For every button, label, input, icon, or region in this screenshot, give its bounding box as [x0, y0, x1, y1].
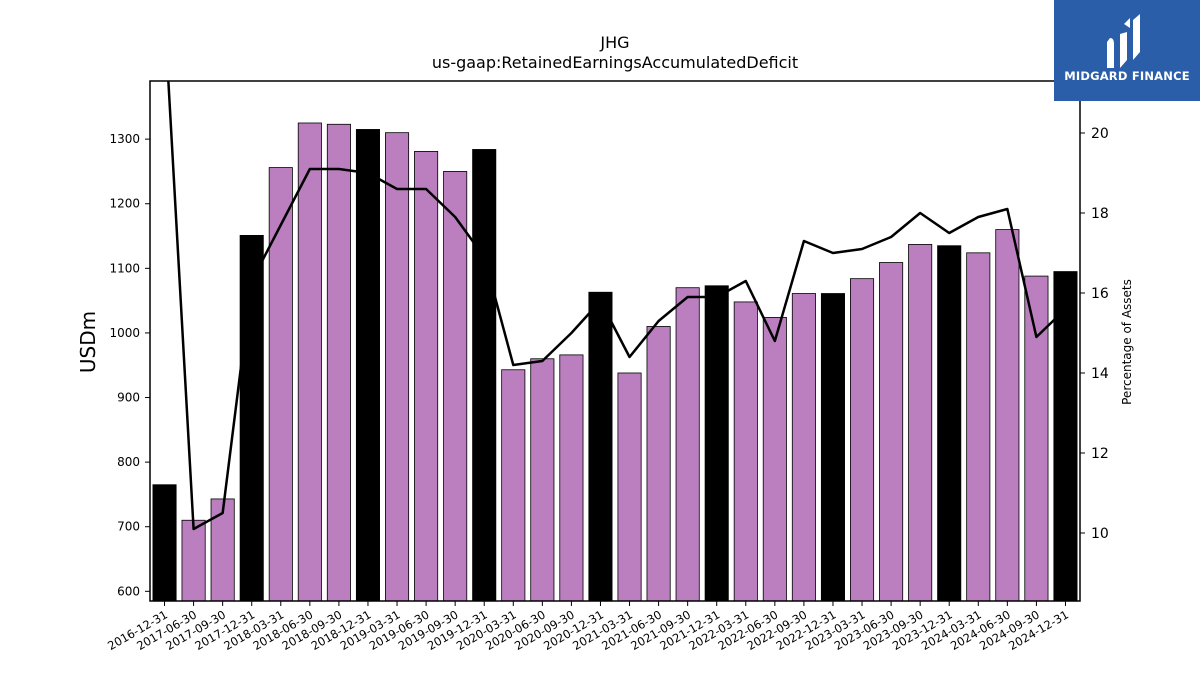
bar-2021-12-31 — [704, 285, 729, 602]
bar-2020-12-31 — [588, 291, 613, 602]
bar-2018-09-30 — [326, 123, 351, 602]
chart-title: JHG — [599, 33, 629, 52]
bar-2024-12-31 — [1053, 271, 1078, 602]
bar-2022-09-30 — [791, 293, 816, 602]
bar-2017-06-30 — [181, 519, 206, 602]
y2-tick-label: 10 — [1091, 526, 1109, 542]
y-tick-label: 1000 — [109, 326, 140, 340]
y-tick-label: 1300 — [109, 132, 140, 146]
bars-group — [152, 122, 1078, 602]
axes-group: 600 700 800 900 1000 1100 1200 1300 10 12 14 16 18 20… — [105, 80, 1109, 653]
bar-2023-09-30 — [908, 244, 933, 602]
plot-frame — [149, 80, 1081, 602]
bar-2019-09-30 — [443, 171, 468, 602]
bar-2018-12-31 — [355, 129, 380, 602]
bar-2020-06-30 — [530, 358, 555, 602]
bar-2019-03-31 — [385, 132, 410, 602]
bar-2018-06-30 — [297, 122, 322, 602]
y2-tick-label: 12 — [1091, 446, 1109, 462]
y-tick-label: 600 — [117, 584, 140, 598]
bar-2022-03-31 — [733, 301, 758, 602]
y-axis-label: USDm — [76, 311, 100, 373]
logo-text: MIDGARD FINANCE — [1064, 69, 1190, 83]
bar-2022-12-31 — [820, 293, 845, 602]
bar-2024-03-31 — [966, 252, 991, 602]
logo-mark-icon — [1107, 14, 1140, 68]
bar-2020-09-30 — [559, 354, 584, 602]
pct-line-group — [167, 81, 1067, 531]
chart-subtitle: us-gaap:RetainedEarningsAccumulatedDefic… — [432, 53, 798, 72]
bar-2018-03-31 — [268, 167, 293, 602]
y-tick-label: 1100 — [109, 261, 140, 275]
bar-2016-12-31 — [152, 484, 177, 602]
bar-2023-12-31 — [937, 245, 962, 602]
bar-2024-06-30 — [995, 229, 1020, 602]
y2-tick-label: 18 — [1091, 206, 1109, 222]
bar-2019-12-31 — [472, 149, 497, 602]
bar-2021-06-30 — [646, 326, 671, 602]
brand-logo: MIDGARD FINANCE — [1054, 0, 1200, 101]
pct-of-assets-line — [167, 81, 1067, 531]
y2-tick-label: 20 — [1091, 126, 1109, 142]
y2-tick-label: 14 — [1091, 366, 1109, 382]
bar-2023-03-31 — [850, 278, 875, 602]
y2-axis-label: Percentage of Assets — [1120, 279, 1134, 405]
y-tick-label: 700 — [117, 520, 140, 534]
bar-2020-03-31 — [501, 369, 526, 602]
bar-2019-06-30 — [414, 151, 439, 602]
y-tick-label: 1200 — [109, 197, 140, 211]
bar-2022-06-30 — [762, 317, 787, 602]
y-tick-label: 800 — [117, 455, 140, 469]
bar-2023-06-30 — [879, 262, 904, 602]
y2-tick-label: 16 — [1091, 286, 1109, 302]
bar-2024-09-30 — [1024, 275, 1049, 602]
y-tick-label: 900 — [117, 391, 140, 405]
bar-2021-09-30 — [675, 287, 700, 602]
bar-2021-03-31 — [617, 372, 642, 602]
